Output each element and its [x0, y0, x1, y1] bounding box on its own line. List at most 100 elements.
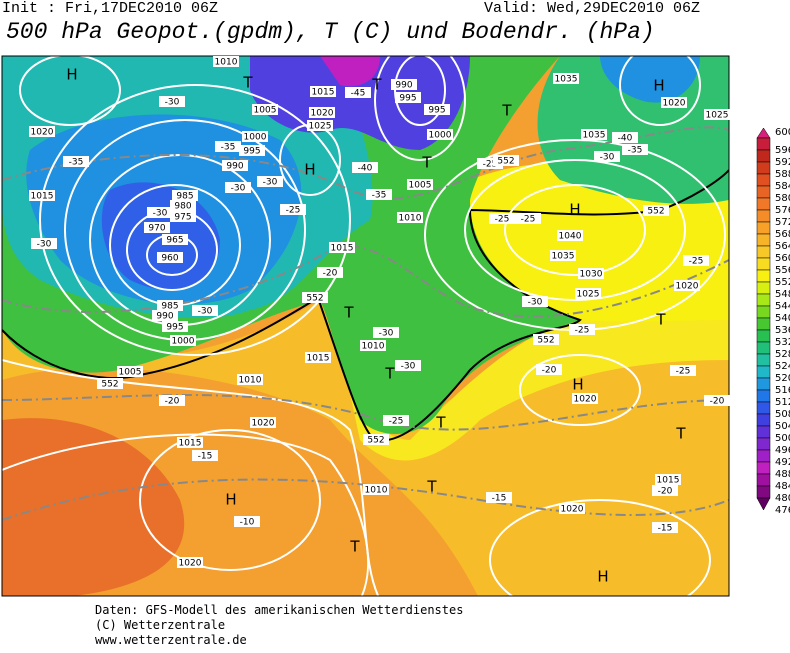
label-box — [373, 327, 399, 338]
contour-label: -15 — [492, 494, 507, 504]
contour-label: 1035 — [552, 252, 575, 262]
label-box — [622, 144, 648, 155]
colorbar-label: 520 — [775, 373, 790, 384]
label-box — [280, 204, 306, 215]
colorbar-segment — [756, 221, 771, 235]
label-box — [515, 213, 541, 224]
contour-label: -30 — [165, 98, 180, 108]
label-box — [317, 267, 343, 278]
contour-label: -25 — [495, 215, 510, 225]
contour-label: 1000 — [429, 131, 452, 141]
label-box — [192, 305, 218, 316]
contour-label: 1010 — [362, 342, 385, 352]
pressure-center: T — [349, 538, 360, 556]
contour-label: 552 — [647, 207, 664, 217]
colorbar-segment — [756, 305, 771, 319]
footer-line: (C) Wetterzentrale — [95, 618, 225, 632]
label-box — [581, 129, 607, 140]
label-box — [655, 474, 681, 485]
contour-label: 1020 — [561, 505, 584, 515]
contour-label: 1010 — [365, 486, 388, 496]
colorbar-segment — [756, 449, 771, 463]
map — [1, 55, 730, 597]
label-box — [152, 310, 178, 321]
label-box — [307, 120, 333, 131]
colorbar-segment — [756, 257, 771, 271]
contour-label: 552 — [306, 294, 323, 304]
label-box — [578, 268, 604, 279]
colorbar-label: 504 — [775, 421, 790, 432]
field-warm — [2, 418, 185, 596]
label-box — [31, 238, 57, 249]
colorbar-segment — [756, 173, 771, 187]
label-box — [257, 176, 283, 187]
label-box — [215, 141, 241, 152]
contour-label: 1025 — [309, 122, 332, 132]
contour-label: 1025 — [577, 290, 600, 300]
contour-label: 995 — [428, 106, 445, 116]
contour-label: 995 — [166, 323, 183, 333]
colorbar-label: 564 — [775, 241, 790, 252]
colorbar-label: 500 — [775, 433, 790, 444]
label-box — [550, 250, 576, 261]
footer-line: Daten: GFS-Modell des amerikanischen Wet… — [95, 603, 463, 617]
pressure-center: H — [225, 491, 236, 509]
colorbar-segment — [756, 461, 771, 475]
contour-label: -35 — [372, 191, 387, 201]
contour-label: 1010 — [399, 214, 422, 224]
contour-label: 552 — [497, 157, 514, 167]
colorbar-label: 496 — [775, 445, 790, 456]
label-box — [63, 156, 89, 167]
colorbar-segment — [756, 197, 771, 211]
pressure-center: T — [421, 154, 432, 172]
label-box — [704, 109, 730, 120]
label-box — [363, 434, 389, 445]
contour-label: 1005 — [254, 106, 277, 116]
contour-label: -20 — [658, 487, 673, 497]
pressure-center: H — [66, 66, 77, 84]
colorbar-segment — [756, 137, 771, 151]
contour-label: -15 — [658, 524, 673, 534]
label-box — [652, 485, 678, 496]
label-box — [572, 393, 598, 404]
colorbar-label: 548 — [775, 289, 790, 300]
contour-label: -15 — [198, 452, 213, 462]
label-box — [569, 324, 595, 335]
contour-label: -25 — [575, 326, 590, 336]
colorbar-segment — [756, 353, 771, 367]
label-box — [157, 252, 183, 263]
contour-label: -20 — [710, 397, 725, 407]
label-box — [594, 151, 620, 162]
field-blue-east — [600, 56, 700, 103]
label-box — [144, 222, 170, 233]
label-box — [383, 415, 409, 426]
contour-label: -25 — [521, 215, 536, 225]
label-box — [661, 97, 687, 108]
label-box — [575, 288, 601, 299]
colorbar-label: 580 — [775, 193, 790, 204]
colorbar-segment — [756, 341, 771, 355]
contour-label: 1020 — [31, 128, 54, 138]
contour-label: 985 — [161, 302, 178, 312]
contour-label: 1020 — [574, 395, 597, 405]
label-box — [427, 129, 453, 140]
label-box — [162, 321, 188, 332]
colorbar-label: 576 — [775, 205, 790, 216]
label-box — [159, 395, 185, 406]
label-box — [309, 107, 335, 118]
label-box — [397, 212, 423, 223]
contour-label: 1000 — [172, 337, 195, 347]
colorbar-label: 588 — [775, 169, 790, 180]
label-box — [674, 280, 700, 291]
map-labels: H T1010-30102010051000995990-35-351015-30… — [29, 56, 730, 586]
contour-label: -45 — [351, 89, 366, 99]
colorbar-segment — [756, 377, 771, 391]
contour-label: 1035 — [555, 75, 578, 85]
contour-label: 1020 — [179, 559, 202, 569]
contour-label: -20 — [542, 366, 557, 376]
valid-time: Valid: Wed,29DEC2010 06Z — [484, 0, 700, 17]
colorbar-cap — [756, 127, 771, 139]
contour-label: -30 — [263, 178, 278, 188]
label-box — [310, 86, 336, 97]
